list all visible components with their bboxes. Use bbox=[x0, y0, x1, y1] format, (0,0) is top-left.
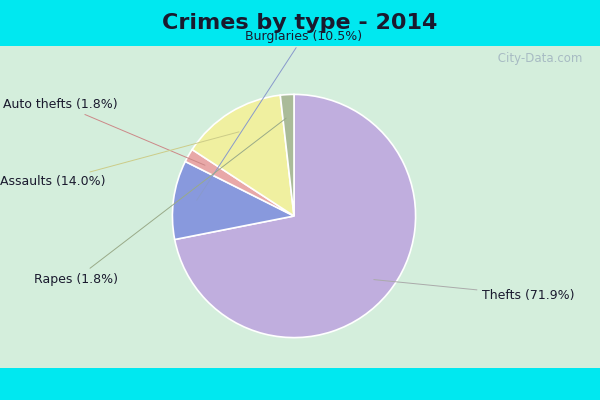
Wedge shape bbox=[175, 94, 416, 338]
FancyBboxPatch shape bbox=[0, 46, 600, 368]
Wedge shape bbox=[172, 162, 294, 240]
Wedge shape bbox=[192, 95, 294, 216]
Text: Auto thefts (1.8%): Auto thefts (1.8%) bbox=[3, 98, 205, 165]
Wedge shape bbox=[185, 150, 294, 216]
Text: City-Data.com: City-Data.com bbox=[494, 52, 582, 65]
Text: Assaults (14.0%): Assaults (14.0%) bbox=[0, 132, 239, 188]
Text: Thefts (71.9%): Thefts (71.9%) bbox=[374, 280, 575, 302]
Text: Burglaries (10.5%): Burglaries (10.5%) bbox=[197, 30, 362, 200]
Text: Rapes (1.8%): Rapes (1.8%) bbox=[34, 118, 286, 286]
Wedge shape bbox=[280, 94, 294, 216]
Text: Crimes by type - 2014: Crimes by type - 2014 bbox=[163, 13, 437, 33]
